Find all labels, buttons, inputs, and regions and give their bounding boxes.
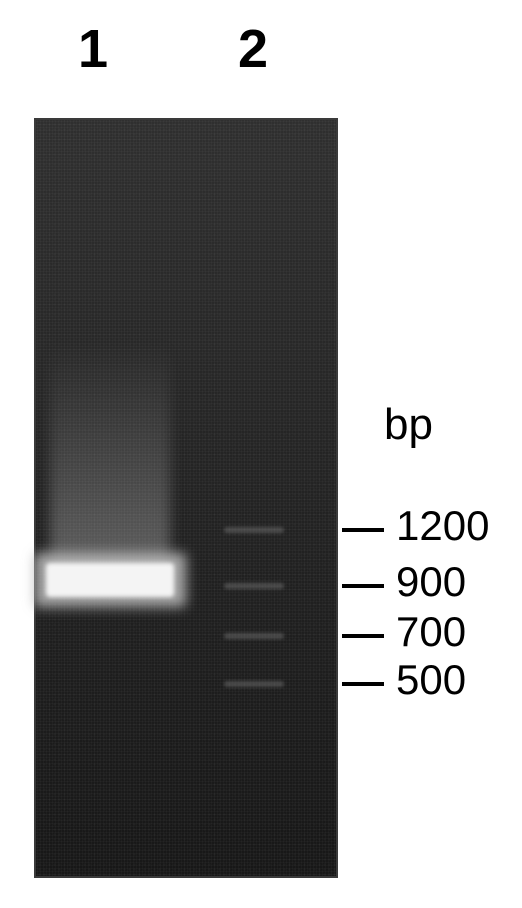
marker-tick-500 <box>342 682 384 686</box>
lane2-ladder-band-900 <box>224 583 284 589</box>
marker-label-1200: 1200 <box>396 502 489 550</box>
marker-tick-700 <box>342 634 384 638</box>
lane-label-2: 2 <box>238 18 268 80</box>
bp-unit-label: bp <box>384 400 433 450</box>
lane2-ladder-band-1200 <box>224 527 284 533</box>
lane1-main-band <box>46 563 174 597</box>
figure-canvas: 1 2 bp 1200 900 700 500 <box>0 0 522 908</box>
gel-image <box>34 118 338 878</box>
marker-label-500: 500 <box>396 656 466 704</box>
lane2-ladder-band-500 <box>224 681 284 687</box>
lane-label-1: 1 <box>78 18 108 80</box>
lane2-ladder-band-700 <box>224 633 284 639</box>
marker-tick-900 <box>342 584 384 588</box>
marker-label-900: 900 <box>396 558 466 606</box>
marker-label-700: 700 <box>396 608 466 656</box>
lane1-smear <box>50 342 170 574</box>
marker-tick-1200 <box>342 528 384 532</box>
